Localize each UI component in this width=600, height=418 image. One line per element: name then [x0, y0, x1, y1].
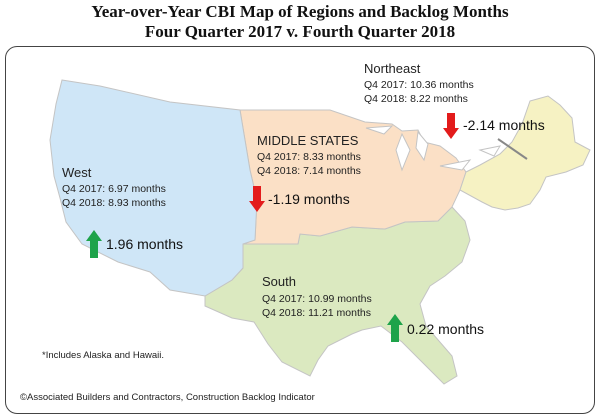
northeast-down-arrow-icon	[443, 113, 459, 139]
middle-states-down-arrow-icon	[249, 186, 265, 212]
south-up-arrow-icon	[387, 314, 403, 342]
west-up-arrow-icon	[86, 230, 102, 258]
source-credit: ©Associated Builders and Contractors, Co…	[20, 392, 315, 403]
northeast-change: -2.14 months	[463, 117, 545, 133]
south-q4-2018: Q4 2018: 11.21 months	[262, 307, 371, 319]
region-west	[49, 79, 258, 297]
footnote: *Includes Alaska and Hawaii.	[42, 350, 164, 361]
great-lakes	[365, 125, 502, 172]
northeast-q4-2018: Q4 2018: 8.22 months	[364, 93, 468, 105]
west-q4-2018: Q4 2018: 8.93 months	[62, 197, 166, 209]
middle-states-q4-2018: Q4 2018: 7.14 months	[257, 165, 361, 177]
middle-states-change: -1.19 months	[268, 191, 350, 207]
west-q4-2017: Q4 2017: 6.97 months	[62, 183, 166, 195]
south-label: South	[262, 274, 296, 289]
south-q4-2017: Q4 2017: 10.99 months	[262, 293, 372, 305]
south-change: 0.22 months	[407, 321, 485, 337]
northeast-leader-line	[497, 138, 528, 160]
northeast-label: Northeast	[364, 61, 421, 76]
middle-states-q4-2017: Q4 2017: 8.33 months	[257, 151, 361, 163]
middle-states-label: MIDDLE STATES	[257, 133, 359, 148]
west-change: 1.96 months	[106, 236, 184, 252]
region-northeast	[459, 95, 591, 211]
map-title: Year-over-Year CBI Map of Regions and Ba…	[91, 2, 509, 21]
west-label: West	[62, 165, 92, 180]
northeast-q4-2017: Q4 2017: 10.36 months	[364, 79, 474, 91]
map-subtitle: Four Quarter 2017 v. Fourth Quarter 2018	[144, 22, 456, 41]
